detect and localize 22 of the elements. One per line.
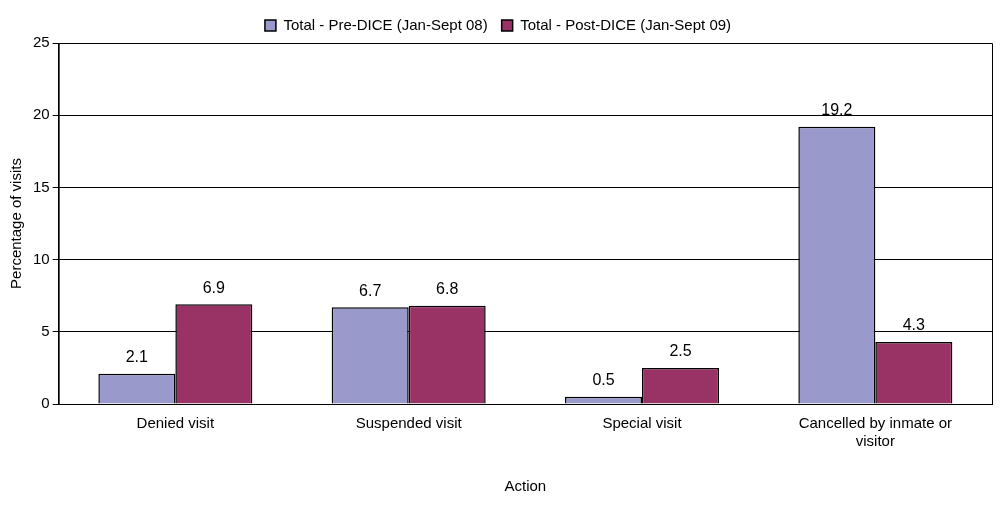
y-axis-title: Percentage of visits bbox=[7, 158, 25, 289]
data-label: 2.5 bbox=[669, 342, 692, 360]
data-label: 4.3 bbox=[902, 316, 926, 334]
legend-label: Total - Pre-DICE (Jan-Sept 08) bbox=[283, 15, 488, 33]
data-label: 6.9 bbox=[202, 278, 226, 296]
x-axis-title: Action bbox=[504, 477, 547, 495]
x-tick-label: Suspended visit bbox=[355, 414, 463, 432]
y-tick-label: 5 bbox=[41, 321, 50, 339]
data-label: 19.2 bbox=[821, 101, 853, 119]
x-tick-label: Special visit bbox=[602, 414, 683, 432]
y-tick-label: 10 bbox=[33, 249, 50, 267]
y-tick-label: 20 bbox=[33, 105, 50, 123]
legend-label: Total - Post-DICE (Jan-Sept 09) bbox=[520, 15, 732, 33]
x-tick-label: Cancelled by inmate or visitor bbox=[798, 414, 953, 450]
x-tick-label: Denied visit bbox=[136, 414, 215, 432]
data-label: 2.1 bbox=[125, 348, 149, 366]
data-label: 6.8 bbox=[436, 280, 459, 298]
y-tick-label: 0 bbox=[41, 394, 50, 412]
y-tick-label: 25 bbox=[33, 33, 50, 51]
data-label: 0.5 bbox=[592, 371, 615, 389]
data-label: 6.7 bbox=[359, 281, 382, 299]
y-tick-label: 15 bbox=[33, 177, 50, 195]
